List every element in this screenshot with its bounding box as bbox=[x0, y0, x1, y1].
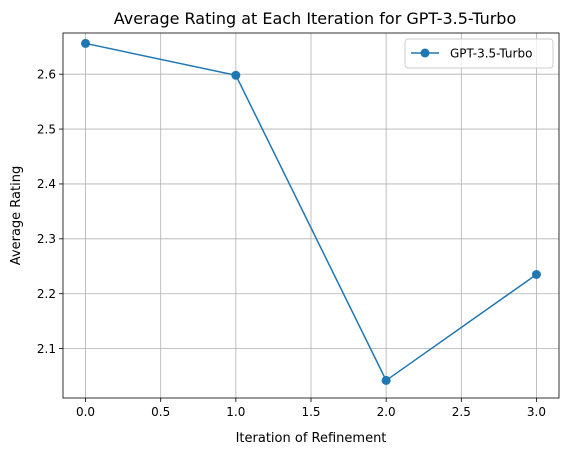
x-tick-label: 2.0 bbox=[377, 405, 396, 419]
data-point bbox=[381, 375, 391, 385]
y-tick-label: 2.3 bbox=[37, 232, 56, 246]
legend: GPT-3.5-Turbo bbox=[404, 38, 554, 69]
x-tick-label: 0.0 bbox=[76, 405, 95, 419]
x-axis-ticks: 0.0 0.5 1.0 1.5 2.0 2.5 3.0 bbox=[76, 398, 546, 419]
x-tick-label: 3.0 bbox=[527, 405, 546, 419]
y-tick-label: 2.6 bbox=[37, 67, 56, 81]
chart-title: Average Rating at Each Iteration for GPT… bbox=[114, 9, 516, 28]
x-tick-label: 1.0 bbox=[226, 405, 245, 419]
data-point bbox=[81, 38, 91, 48]
x-tick-label: 1.5 bbox=[301, 405, 320, 419]
y-tick-label: 2.5 bbox=[37, 122, 56, 136]
series-layer bbox=[81, 38, 541, 385]
y-axis-label: Average Rating bbox=[9, 166, 24, 265]
data-point bbox=[231, 70, 241, 80]
grid bbox=[63, 33, 559, 398]
legend-marker-swatch bbox=[420, 48, 430, 58]
y-tick-label: 2.2 bbox=[37, 287, 56, 301]
y-tick-label: 2.4 bbox=[37, 177, 56, 191]
legend-box bbox=[404, 38, 554, 69]
y-tick-label: 2.1 bbox=[37, 342, 56, 356]
x-axis-label: Iteration of Refinement bbox=[236, 431, 387, 446]
legend-label: GPT-3.5-Turbo bbox=[450, 47, 532, 61]
data-point bbox=[531, 270, 541, 280]
series-line bbox=[85, 42, 537, 382]
x-tick-label: 0.5 bbox=[151, 405, 170, 419]
y-axis-ticks: 2.1 2.2 2.3 2.4 2.5 2.6 bbox=[37, 67, 63, 356]
x-tick-label: 2.5 bbox=[452, 405, 471, 419]
